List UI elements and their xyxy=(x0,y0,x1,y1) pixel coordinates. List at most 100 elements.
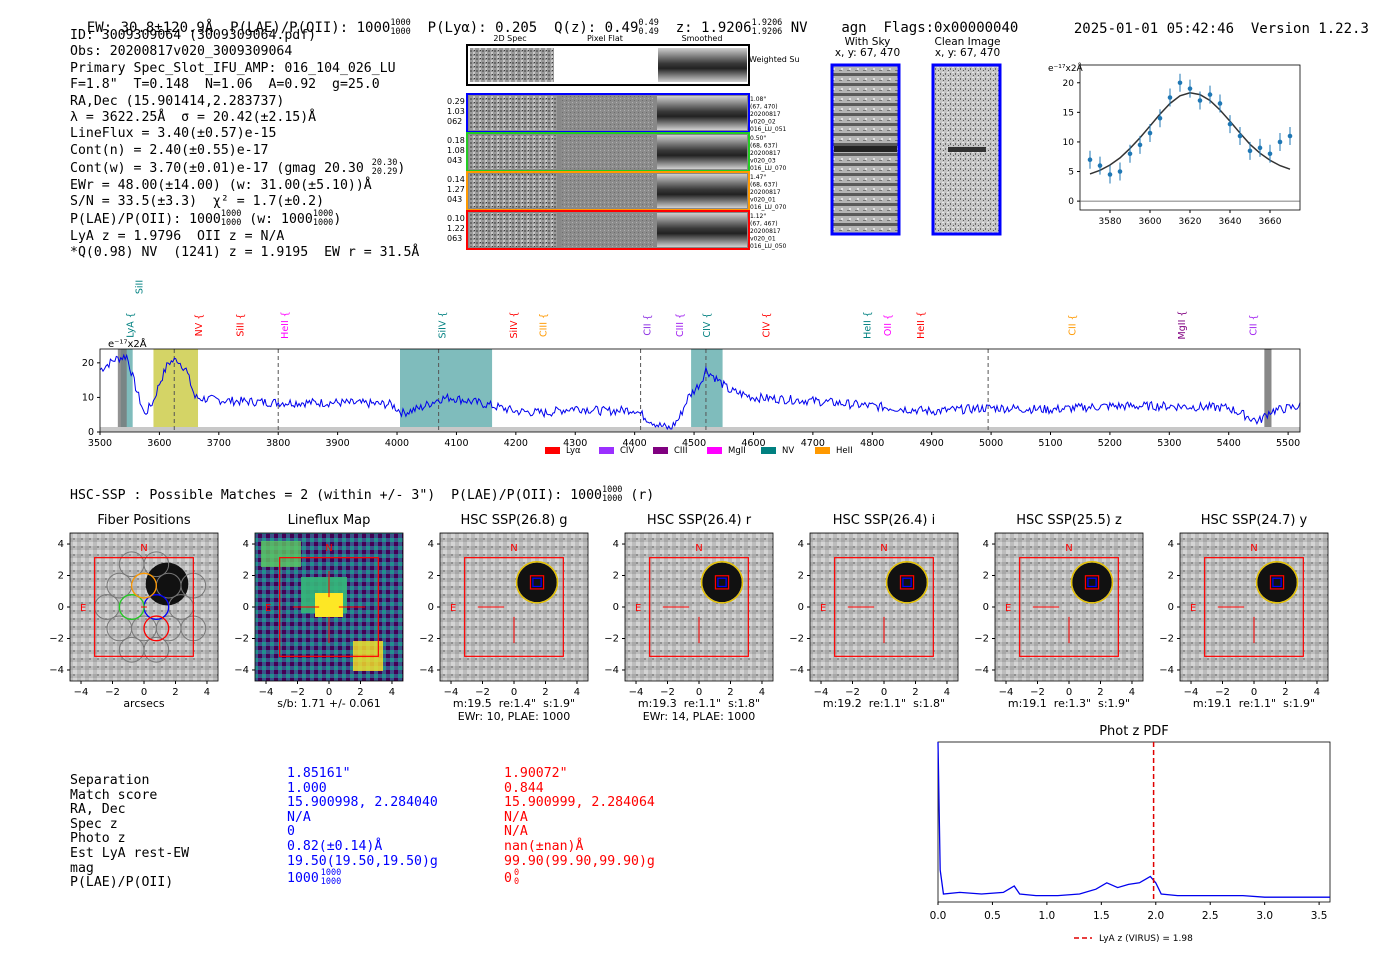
fit-ytick-label: 0 xyxy=(1068,197,1074,207)
cutout-ytick-label: 0 xyxy=(1168,602,1174,613)
fit-unit-label: e⁻¹⁷x2Å xyxy=(1048,62,1084,74)
match-table-value: 15.900998, 2.284040 xyxy=(287,795,438,811)
east-label: E xyxy=(1005,603,1011,614)
cutout-image-panel: N E 4 2 0 −2 −4 −4 −2 0 2 4 xyxy=(604,532,774,698)
cutout-caption: m:19.2 re:1.1" s:1.8" xyxy=(790,697,978,710)
fiber-row-right-value: 1.08" xyxy=(750,96,766,103)
photz-axes-frame xyxy=(937,741,1331,903)
info-lineflux: LineFlux = 3.40(±0.57)e-15 xyxy=(70,126,277,142)
fit-ytick-label: 15 xyxy=(1063,108,1074,118)
cutout-caption: s/b: 1.71 +/- 0.061 xyxy=(235,697,423,710)
cutout-xtick-label: −4 xyxy=(814,687,829,698)
fit-data-point xyxy=(1167,95,1173,100)
cutout-ytick-label: −4 xyxy=(49,665,64,676)
spec-legend-swatch xyxy=(815,447,830,454)
cutout-ytick-label: −2 xyxy=(789,633,804,644)
fit-data-point xyxy=(1187,86,1193,91)
fiber-row-left-value: 1.03 xyxy=(447,107,465,116)
cutout-title: Lineflux Map xyxy=(287,513,371,528)
spec-legend-swatch xyxy=(707,447,722,454)
spec-xtick-label: 4000 xyxy=(385,438,409,449)
match-table-value: N/A xyxy=(504,825,655,840)
cutout-xtick-label: −4 xyxy=(1184,687,1199,698)
fiber-row-right-value: 1.47" xyxy=(750,174,766,181)
fiber-row-flat xyxy=(561,213,653,247)
fit-data-point xyxy=(1147,130,1153,136)
fit-ytick-label: 20 xyxy=(1063,79,1075,89)
cutout-ytick-label: −2 xyxy=(419,633,434,644)
spec-line-label: SiIV { xyxy=(438,311,449,338)
cutout-caption-line1: m:19.5 re:1.4" s:1.9" xyxy=(452,697,576,710)
cutout-xtick-label: 4 xyxy=(204,687,210,698)
header-version: Version 1.22.3 xyxy=(1250,21,1369,37)
match-box-blue xyxy=(1087,577,1097,588)
info-sn: S/N = 33.5(±3.3) χ² = 1.7(±0.2) xyxy=(70,194,325,210)
fit-data-point xyxy=(1087,157,1093,162)
north-label: N xyxy=(880,543,887,554)
lineflux-blob xyxy=(261,541,301,567)
east-label: E xyxy=(820,603,826,614)
photz-plot: 0.0 0.5 1.0 1.5 2.0 2.5 3.0 3.5 LyA z (VIRUS) = … xyxy=(930,741,1331,944)
match-box-blue xyxy=(1272,577,1282,588)
cutout-xtick-label: 0 xyxy=(511,687,517,698)
spec-xtick-label: 4900 xyxy=(920,438,944,449)
cutout-xtick-label: −2 xyxy=(845,687,860,698)
cutout-xtick-label: 0 xyxy=(326,687,332,698)
cutout-image-panel: N E 4 2 0 −2 −4 −4 −2 0 2 4 xyxy=(234,532,404,698)
fit-data-point xyxy=(1097,163,1103,168)
fiber-row-right-value: (67, 467) xyxy=(750,221,778,228)
match-table-label: Est LyA rest-EW xyxy=(70,845,190,861)
cutout-xtick-label: 2 xyxy=(357,687,363,698)
source-blob xyxy=(517,562,557,603)
fiber-row-right-value: v020_02 xyxy=(750,119,776,126)
spec-legend-label: MgII xyxy=(728,446,746,456)
match-table-value: 15.900999, 2.284064 xyxy=(504,795,655,811)
info-block: ID: 3009309064 (3009309064.pdf) Obs: 202… xyxy=(70,28,419,262)
info-contn: Cont(n) = 2.40(±0.55)e-17 xyxy=(70,142,269,158)
spec-xtick-label: 4400 xyxy=(623,438,647,449)
aperture-box xyxy=(1019,557,1119,657)
match-table-label: mag xyxy=(70,860,94,876)
cutout-image xyxy=(624,532,774,682)
spec-xtick-label: 5200 xyxy=(1098,438,1122,449)
fiber-row-right-value: 1.12" xyxy=(750,213,766,220)
east-label: E xyxy=(265,603,271,614)
fit-xtick-label: 3620 xyxy=(1179,217,1202,227)
photz-xtick-label: 1.0 xyxy=(1039,910,1056,922)
match-table-label: Spec z xyxy=(70,816,118,832)
cutout-xtick-label: 2 xyxy=(172,687,178,698)
spec-xtick-label: 3600 xyxy=(147,438,171,449)
photz-xtick-label: 0.5 xyxy=(984,910,1001,922)
cutout-ytick-label: −2 xyxy=(974,633,989,644)
spec-line-label: SiII { xyxy=(236,313,247,336)
fit-xtick-label: 3640 xyxy=(1219,217,1242,227)
photz-legend-label: LyA z (VIRUS) = 1.98 xyxy=(1099,934,1193,944)
fiber-row-left-value: 063 xyxy=(447,234,462,243)
fiber-circle xyxy=(143,636,170,663)
fiber-row-left-value: 043 xyxy=(447,156,462,165)
cutout-title: HSC SSP(26.4) i xyxy=(832,513,936,528)
north-label: N xyxy=(1065,543,1072,554)
with-sky-label: With Sky xyxy=(844,36,891,48)
cutout-ytick-label: 0 xyxy=(58,602,64,613)
fiber-row-right-value: 016_LU_051 xyxy=(750,126,787,133)
east-label: E xyxy=(450,603,456,614)
aperture-box xyxy=(94,557,194,657)
aperture-box xyxy=(1204,557,1304,657)
clean-image-label: Clean Image xyxy=(934,36,1001,48)
match-table-value-text: N/A xyxy=(504,824,528,840)
cutout-title: HSC SSP(26.4) r xyxy=(646,513,752,528)
cutout-ytick-label: −2 xyxy=(604,633,619,644)
fit-data-point xyxy=(1177,80,1183,86)
cutout-ytick-label: 4 xyxy=(1168,539,1174,550)
spec-line-label: MgII { xyxy=(1177,311,1188,340)
cutout-caption-line1: m:19.2 re:1.1" s:1.8" xyxy=(822,697,946,710)
spec-legend-label: NV xyxy=(782,446,794,456)
cutout-ytick-label: −4 xyxy=(234,665,249,676)
spec-line-label: HeII { xyxy=(280,311,291,339)
spec-hatched-band xyxy=(117,349,127,432)
info-obs: Obs: 20200817v020_3009309064 xyxy=(70,44,293,60)
cutout-ytick-label: 4 xyxy=(58,539,64,550)
match-table-value-text: 1.90072" xyxy=(504,766,568,781)
spec-xtick-label: 5400 xyxy=(1217,438,1241,449)
